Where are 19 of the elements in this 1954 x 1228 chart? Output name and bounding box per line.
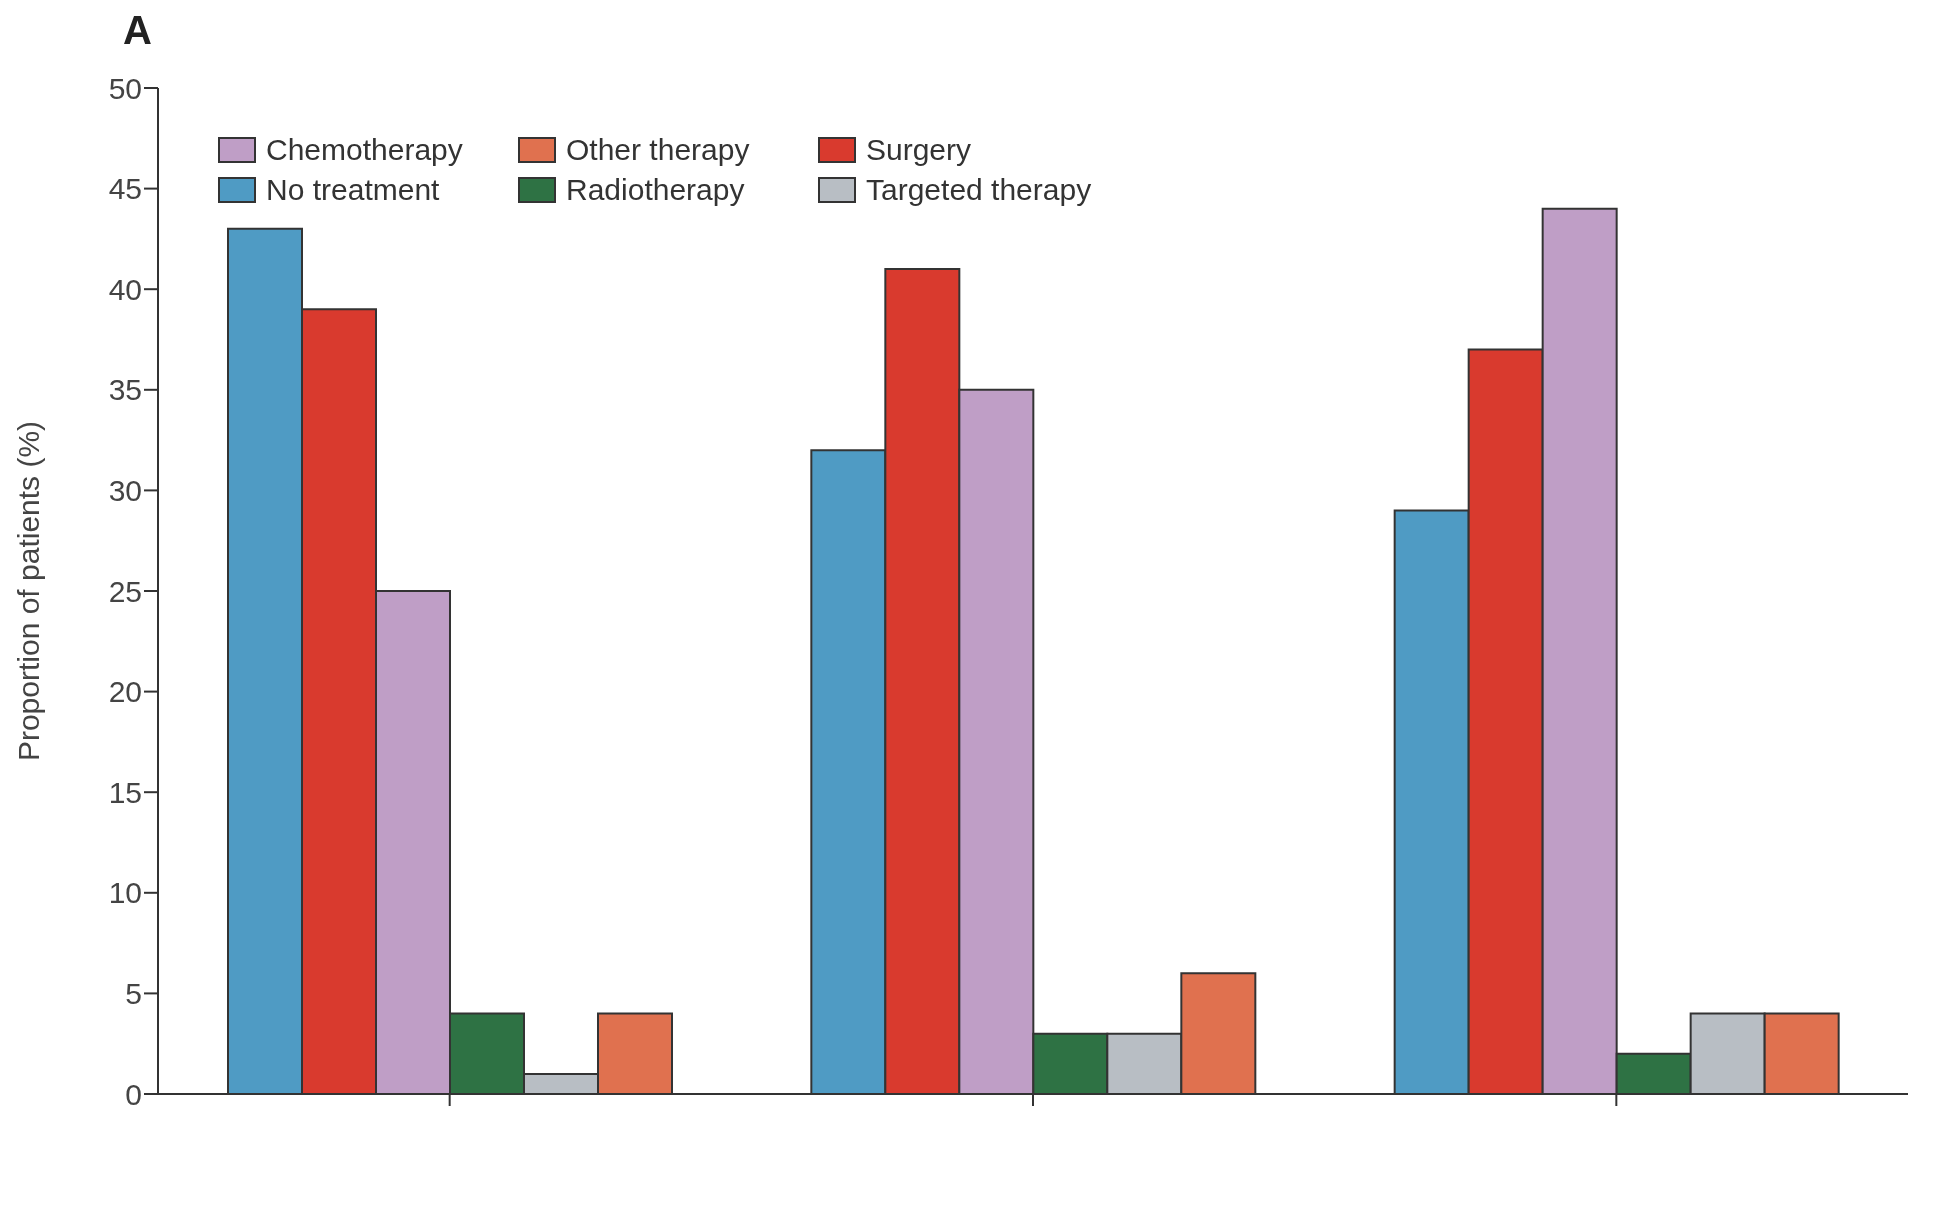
chart-title: A <box>123 8 153 54</box>
y-tick-label: 0 <box>125 1077 142 1111</box>
y-tick-label: 15 <box>108 775 142 809</box>
y-tick-label: 50 <box>108 71 142 105</box>
y-tick-label: 25 <box>108 574 142 608</box>
legend-label: No treatment <box>266 173 440 207</box>
y-tick-label: 10 <box>108 876 142 910</box>
legend-label: Targeted therapy <box>866 173 1092 207</box>
y-tick-label: 35 <box>108 373 142 407</box>
legend-label: Surgery <box>866 133 972 167</box>
y-tick-label: 20 <box>108 675 142 709</box>
y-tick-label: 30 <box>108 474 142 508</box>
legend-label: Chemotherapy <box>266 133 463 167</box>
y-tick-label: 45 <box>108 172 142 206</box>
y-axis-title: Proportion of patients (%) <box>11 420 45 762</box>
y-tick-label: 5 <box>125 977 142 1011</box>
legend-label: Radiotherapy <box>566 173 745 207</box>
legend-label: Other therapy <box>566 133 750 167</box>
y-tick-label: 40 <box>108 272 142 306</box>
